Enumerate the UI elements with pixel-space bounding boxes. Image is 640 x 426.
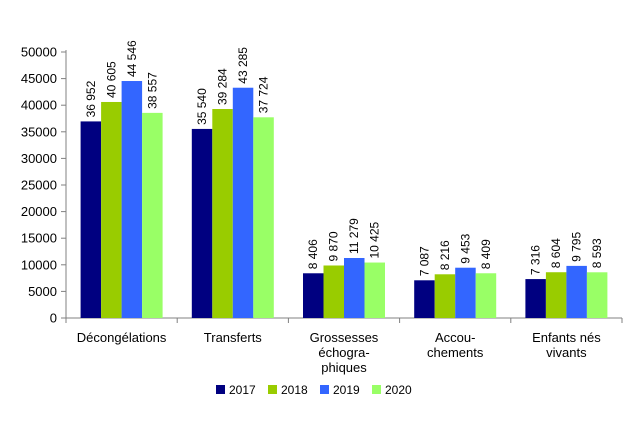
x-category-label: Enfants nés vivants (532, 330, 601, 360)
legend-label-2020: 2020 (385, 383, 412, 397)
legend-label-2018: 2018 (281, 383, 308, 397)
data-label: 9 870 (327, 231, 341, 261)
x-category-label: Décongélations (77, 330, 167, 345)
data-label: 7 316 (529, 245, 543, 275)
data-label: 7 087 (417, 246, 431, 276)
x-axis-category-labels: Décongélations Transferts Grossesses échogr… (77, 330, 601, 375)
data-label: 8 604 (549, 238, 563, 268)
data-label: 43 285 (236, 47, 250, 84)
x-category-label: Accou-chements (427, 330, 484, 360)
data-label: 36 952 (84, 80, 98, 117)
legend-swatch-2019 (320, 385, 329, 394)
bar-2017 (525, 279, 546, 318)
bar-2019 (566, 265, 587, 318)
bar-2020 (586, 272, 608, 318)
y-tick-label: 5000 (28, 284, 57, 299)
data-label: 8 409 (479, 239, 493, 269)
x-category-label: Transferts (204, 330, 263, 345)
bar-2020 (364, 262, 385, 318)
legend-label-2017: 2017 (229, 383, 256, 397)
bar-2019 (232, 87, 254, 318)
data-label: 8 216 (438, 240, 452, 270)
legend-swatch-2018 (268, 385, 277, 394)
x-category-label: Grossesses échogra-phiques (310, 330, 379, 375)
bar-2018 (212, 109, 233, 318)
bar-2020 (253, 117, 274, 318)
bar-2018 (101, 101, 122, 318)
bar-2020 (475, 273, 497, 318)
y-tick-label: 45000 (21, 71, 57, 86)
data-label: 8 593 (590, 238, 604, 268)
bar-2017 (414, 280, 435, 318)
data-labels: 36 952 40 605 44 546 38 557 35 540 39 284 43 2… (84, 40, 604, 276)
y-tick-label: 30000 (21, 151, 57, 166)
data-label: 9 453 (458, 233, 472, 263)
bars (80, 81, 608, 318)
data-label: 35 540 (195, 88, 209, 125)
bar-2018 (434, 274, 456, 318)
data-label: 37 724 (257, 76, 271, 113)
data-label: 44 546 (125, 40, 139, 77)
legend-label-2019: 2019 (333, 383, 360, 397)
bar-2019 (455, 267, 476, 318)
y-axis-ticks: 0 5000 10000 15000 20000 25000 30000 35000 40000… (21, 45, 66, 326)
y-tick-label: 0 (50, 311, 57, 326)
bar-2017 (191, 128, 213, 318)
legend-swatch-2017 (216, 385, 225, 394)
data-label: 38 557 (145, 72, 159, 109)
data-label: 8 406 (306, 239, 320, 269)
bar-2017 (80, 121, 102, 318)
data-label: 9 795 (570, 232, 584, 262)
bar-2020 (142, 112, 163, 318)
y-tick-label: 20000 (21, 204, 57, 219)
bar-2019 (344, 257, 365, 318)
y-tick-label: 10000 (21, 257, 57, 272)
data-label: 10 425 (368, 222, 382, 259)
bar-2018 (545, 272, 567, 318)
bar-2019 (121, 81, 143, 318)
y-tick-label: 25000 (21, 178, 57, 193)
legend: 2017 2018 2019 2020 (216, 383, 412, 397)
y-tick-label: 15000 (21, 231, 57, 246)
legend-swatch-2020 (372, 385, 381, 394)
y-tick-label: 35000 (21, 124, 57, 139)
y-tick-label: 50000 (21, 45, 57, 60)
data-label: 40 605 (104, 61, 118, 98)
bar-2017 (303, 273, 324, 318)
y-tick-label: 40000 (21, 98, 57, 113)
data-label: 39 284 (216, 68, 230, 105)
bar-2018 (323, 265, 344, 318)
data-label: 11 279 (347, 218, 361, 254)
